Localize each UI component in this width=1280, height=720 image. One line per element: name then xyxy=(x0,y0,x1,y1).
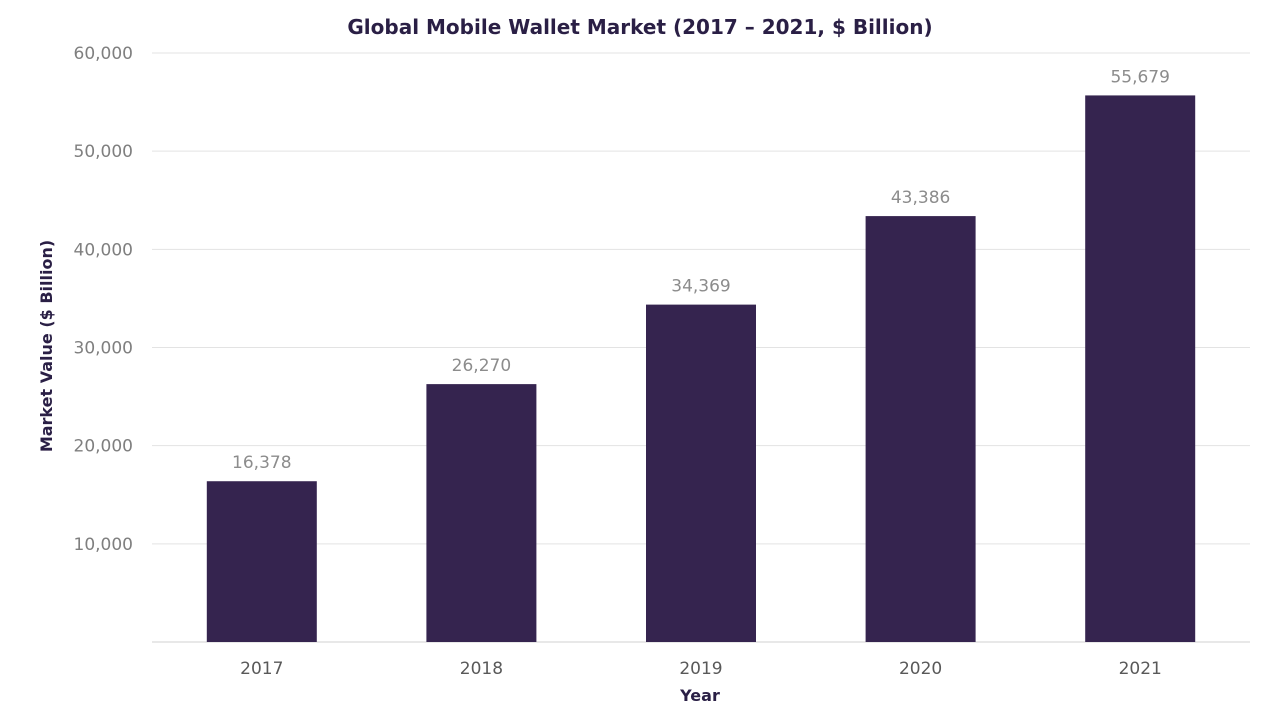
data-label: 16,378 xyxy=(232,453,291,473)
y-tick-label: 10,000 xyxy=(74,535,133,555)
y-tick-label: 50,000 xyxy=(74,142,133,162)
chart-title: Global Mobile Wallet Market (2017 – 2021… xyxy=(347,15,932,39)
y-tick-label: 60,000 xyxy=(74,44,133,64)
data-label: 55,679 xyxy=(1110,67,1169,87)
x-tick-label: 2021 xyxy=(1119,659,1162,679)
bar-2018 xyxy=(426,384,537,642)
bars: 16,378 26,270 34,369 43,386 55,679 xyxy=(206,67,1196,642)
data-label: 26,270 xyxy=(452,356,511,376)
x-tick-label: 2017 xyxy=(240,659,283,679)
bar-2020 xyxy=(865,216,976,642)
y-tick-label: 20,000 xyxy=(74,437,133,457)
bar-2019 xyxy=(646,304,756,642)
bar-2017 xyxy=(206,481,317,642)
data-label: 43,386 xyxy=(891,188,950,208)
y-tick-label: 40,000 xyxy=(74,240,133,260)
x-tick-label: 2018 xyxy=(460,659,503,679)
x-axis-label: Year xyxy=(679,686,720,705)
y-axis-ticks: 10,000 20,000 30,000 40,000 50,000 60,000 xyxy=(74,44,133,555)
y-tick-label: 30,000 xyxy=(74,339,133,359)
y-axis-label: Market Value ($ Billion) xyxy=(37,240,56,452)
x-tick-label: 2020 xyxy=(899,659,942,679)
bar-2021 xyxy=(1085,95,1196,642)
x-axis-ticks: 2017 2018 2019 2020 2021 xyxy=(240,659,1162,679)
x-tick-label: 2019 xyxy=(679,659,722,679)
data-label: 34,369 xyxy=(671,277,730,297)
